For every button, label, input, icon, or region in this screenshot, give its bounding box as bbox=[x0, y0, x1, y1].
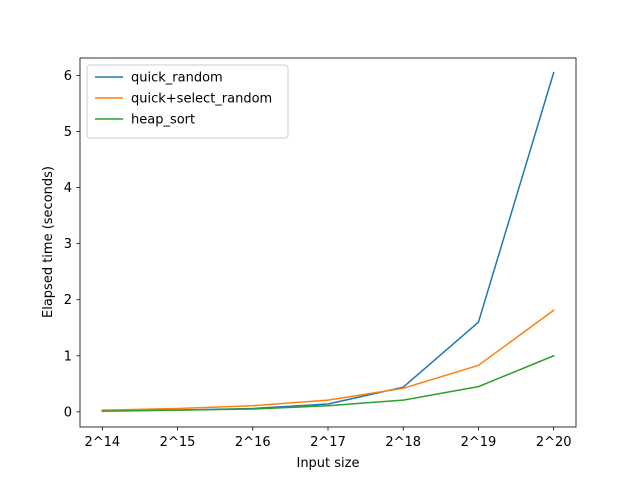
y-tick-label: 2 bbox=[64, 293, 72, 308]
series-line-heap-sort bbox=[101, 354, 555, 413]
x-tick-label: 2^19 bbox=[461, 435, 497, 450]
legend-box bbox=[86, 64, 289, 139]
x-tick-label: 2^16 bbox=[235, 435, 271, 450]
y-axis-label: Elapsed time (seconds) bbox=[41, 166, 56, 318]
x-axis-label: Input size bbox=[296, 456, 359, 471]
x-tick-label: 2^17 bbox=[310, 435, 346, 450]
legend-entry: quick+select_random bbox=[131, 92, 272, 107]
legend-entry: heap_sort bbox=[131, 113, 195, 128]
y-tick-label: 3 bbox=[64, 237, 72, 252]
series-line-quick-select-random bbox=[101, 309, 555, 411]
y-tick-label: 4 bbox=[64, 181, 72, 196]
x-tick-label: 2^14 bbox=[84, 435, 120, 450]
plot-area: 2^14 2^15 2^16 2^17 2^18 2^19 2^20 0 1 2 3 4 5 6 quick… bbox=[64, 57, 577, 450]
x-tick-label: 2^20 bbox=[536, 435, 572, 450]
y-tick-label: 6 bbox=[64, 69, 72, 84]
y-tick-label: 0 bbox=[64, 405, 72, 420]
legend-entry: quick_random bbox=[131, 71, 223, 86]
y-tick-label: 1 bbox=[64, 349, 72, 364]
y-tick-label: 5 bbox=[64, 125, 72, 140]
x-tick-label: 2^15 bbox=[160, 435, 196, 450]
x-tick-label: 2^18 bbox=[385, 435, 421, 450]
legend: quick_random quick+select_random heap_sort bbox=[86, 64, 289, 139]
